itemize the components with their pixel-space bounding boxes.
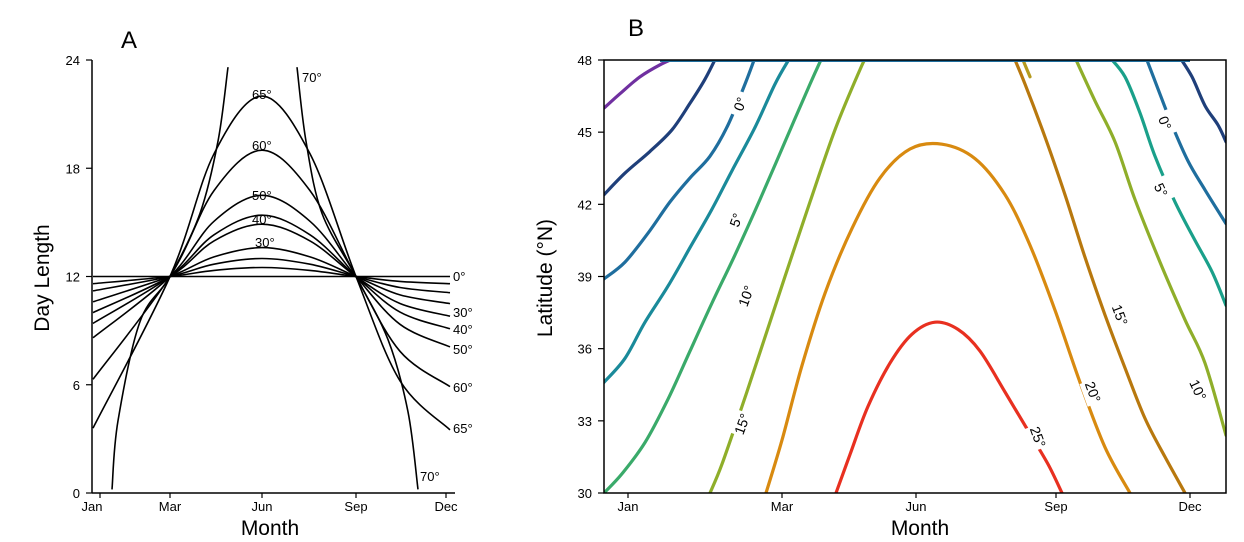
panel-a-curve-30deg [92, 246, 451, 305]
panel-a-curve-45deg [92, 214, 451, 330]
panel-a-y-tick-label: 12 [66, 270, 80, 285]
panel-b-contour-label-gap [1146, 174, 1176, 206]
panel-a-curve-label: 50° [252, 188, 272, 203]
panel-b-contour-line [1013, 60, 1187, 493]
panel-a-y-tick-label: 24 [66, 53, 80, 68]
panel-b-contour-label-gap [732, 281, 760, 311]
panel-a-curve-label: 60° [453, 380, 473, 395]
panel-a-x-tick-label: Jun [252, 499, 273, 514]
panel-a-curve-label: 65° [252, 87, 272, 102]
panel-b-frame [603, 59, 1227, 494]
panel-a-curve-70deg-right [296, 67, 419, 490]
panel-b-contour-label-gap [1106, 300, 1134, 330]
panel-b-contour-label-gap [1024, 422, 1052, 452]
panel-b-x-title: Month [891, 517, 949, 540]
panel-b-contour-label: 5° [1151, 181, 1171, 200]
panel-a-ticks: 0 6 12 18 24 Jan Mar Jun Sep Dec [66, 53, 459, 514]
panel-b-contour-label: 20° [1082, 379, 1104, 404]
panel-b-contour-label-gap [1079, 377, 1107, 407]
panel-b-contour-labels: 0°5°10°15°20°25°0°5°10°15° [722, 89, 1213, 452]
panel-a-y-tick-label: 0 [73, 486, 80, 501]
panel-b-contour-line [1145, 60, 1226, 226]
panel-b-y-tick-label: 30 [578, 486, 592, 501]
panel-b-contour-label: 25° [1027, 424, 1049, 449]
panel-b-label: B [628, 15, 644, 42]
panel-a-x-tick-label: Dec [434, 499, 458, 514]
panel-a-x-tick-label: Jan [82, 499, 103, 514]
panel-b-contour-line [604, 60, 791, 384]
panel-b-contour-label: 5° [726, 211, 746, 229]
panel-a-y-tick-label: 6 [73, 378, 80, 393]
panel-a-curve-label: 70° [302, 70, 322, 85]
panel-a-curve-20deg [92, 257, 451, 294]
panel-b-y-title: Latitude (°N) [534, 219, 557, 337]
panel-b-temperature-contour: 0°5°10°15°20°25°0°5°10°15° 3033363942454… [534, 53, 1227, 540]
panel-b-x-tick-label: Jan [618, 499, 639, 514]
panel-b-contour-label: 0° [730, 95, 750, 113]
panel-a-day-length-chart: 0 6 12 18 24 Jan Mar Jun Sep Dec 0° 30° 40° 50° 60° 65… [31, 53, 473, 540]
panel-a-x-tick-label: Mar [159, 499, 182, 514]
panel-a-label: A [121, 27, 137, 54]
panel-a-curve-label: 60° [252, 138, 272, 153]
panel-a-curve-label: 40° [453, 322, 473, 337]
panel-b-contour-line [708, 60, 867, 493]
panel-b-contour-line [604, 60, 823, 493]
panel-b-contour-line [1021, 60, 1032, 79]
panel-a-y-title: Day Length [31, 224, 54, 331]
panel-a-curve-70deg-left [111, 67, 229, 490]
panel-a-curve-label: 30° [453, 305, 473, 320]
panel-a-x-title: Month [241, 517, 299, 540]
panel-b-contour-line [1074, 60, 1226, 437]
panel-b-ticks: 30 33 36 39 42 45 48 Jan Mar Jun Sep Dec [578, 53, 1203, 514]
panel-b-contour-label-gap [726, 89, 754, 119]
panel-b-y-tick-label: 45 [578, 125, 592, 140]
panel-b-y-tick-label: 33 [578, 414, 592, 429]
panel-b-y-tick-label: 36 [578, 342, 592, 357]
panel-a-curve-label: 65° [453, 421, 473, 436]
panel-a-x-tick-label: Sep [344, 499, 367, 514]
panel-b-contour-label-gap [722, 205, 750, 235]
panel-b-contour-label-gap [1151, 108, 1179, 138]
panel-b-contour-label: 10° [735, 283, 757, 308]
panel-a-curve-label: 40° [252, 212, 272, 227]
panel-b-x-tick-label: Jun [906, 499, 927, 514]
panel-a-curves [92, 67, 451, 490]
panel-b-label-box [612, 4, 667, 48]
panel-a-curve-label: 50° [453, 342, 473, 357]
panel-a-curve-labels: 0° 30° 40° 50° 60° 65° 70° 30° 40° 50° 60° 65° 70° [252, 70, 473, 484]
panel-b-contour-line [604, 60, 675, 110]
panel-b-y-tick-label: 39 [578, 270, 592, 285]
panel-b-contour-line [1179, 60, 1226, 144]
panel-b-contour-label-gap [728, 409, 756, 439]
panel-a-y-tick-label: 18 [66, 161, 80, 176]
panel-b-contour-line [604, 60, 717, 197]
panel-a-curve-label: 0° [453, 269, 465, 284]
panel-a-label-box [103, 16, 158, 60]
panel-a-curve-label: 70° [420, 469, 440, 484]
panel-b-contour-label-gap [1183, 374, 1213, 406]
panel-b-contours [604, 60, 1226, 493]
panel-a-curve-label: 30° [255, 235, 275, 250]
panel-b-contour-line [834, 320, 1064, 493]
panel-b-contour-line [764, 141, 1132, 493]
panel-b-y-tick-label: 42 [578, 197, 592, 212]
panel-b-contour-label: 0° [1155, 114, 1175, 132]
panel-b-x-tick-label: Sep [1044, 499, 1067, 514]
panel-b-contour-label: 15° [731, 411, 753, 436]
panel-b-x-tick-label: Mar [771, 499, 794, 514]
panel-b-y-tick-label: 48 [578, 53, 592, 68]
panel-b-contour-label: 15° [1109, 302, 1131, 327]
panel-b-x-tick-label: Dec [1178, 499, 1202, 514]
